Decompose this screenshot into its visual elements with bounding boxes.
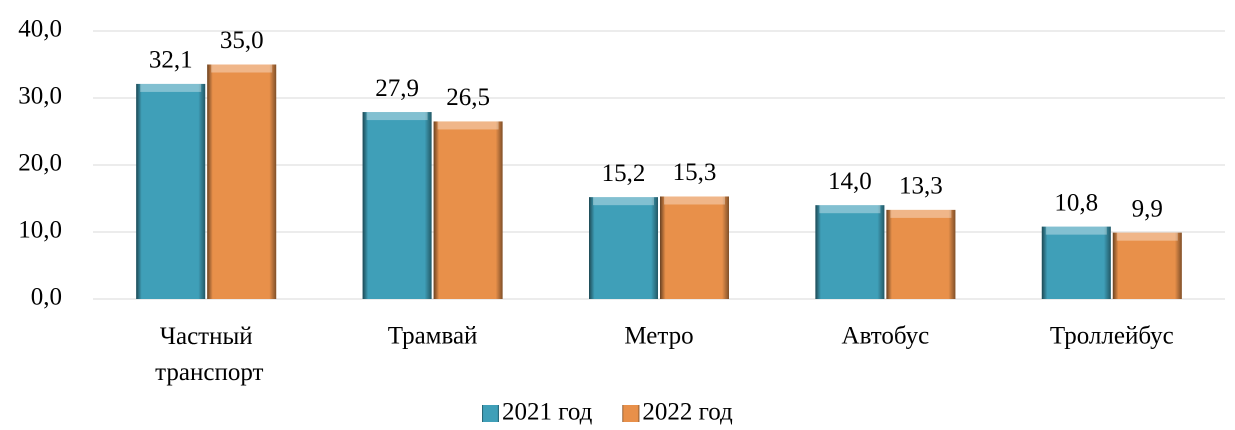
x-tick-label: Метро [624,323,693,350]
y-tick-label: 20,0 [18,150,62,177]
value-label: 32,1 [149,47,193,74]
bar-shade [207,64,277,299]
bar-shade [362,112,432,299]
value-label: 9,9 [1132,195,1163,222]
x-tick-label: Троллейбус [1050,323,1174,350]
bar-shade [660,196,729,299]
value-label: 13,3 [899,173,943,200]
y-tick-label: 10,0 [18,217,62,244]
legend-swatch-shade [482,405,499,422]
x-tick-label: Частный транспорт [149,323,264,386]
x-tick-label: Автобус [842,323,930,350]
bar-bevel [1116,232,1178,241]
bar-shade [433,121,503,299]
bar-bevel [211,64,273,73]
bar-bevel [890,209,952,218]
value-label: 27,9 [375,75,419,102]
legend-label: 2021 год [502,399,593,426]
value-label: 35,0 [220,27,264,54]
y-tick-label: 40,0 [18,16,62,43]
bar-bevel [140,83,202,92]
value-label: 15,3 [673,159,717,186]
bar-shade [1112,232,1182,299]
value-label: 26,5 [446,84,490,111]
bar-shade [886,209,956,299]
legend-label: 2022 год [642,399,733,426]
y-tick-label: 0,0 [31,284,62,311]
bar-bevel [593,197,654,206]
x-tick-label: Трамвай [388,323,478,350]
bar-bevel [664,196,725,205]
bar-bevel [366,112,428,121]
bar-bevel [819,205,881,214]
bar-shade [136,83,206,300]
bar-bevel [1045,226,1107,235]
value-label: 15,2 [602,160,646,187]
value-label: 14,0 [828,168,872,195]
bar-shade [589,197,658,299]
bar-bevel [437,121,499,130]
bar-shade [815,205,885,299]
value-label: 10,8 [1054,189,1098,216]
legend-swatch-shade [622,405,640,422]
bar-shade [1041,226,1111,299]
y-tick-label: 30,0 [18,83,62,110]
